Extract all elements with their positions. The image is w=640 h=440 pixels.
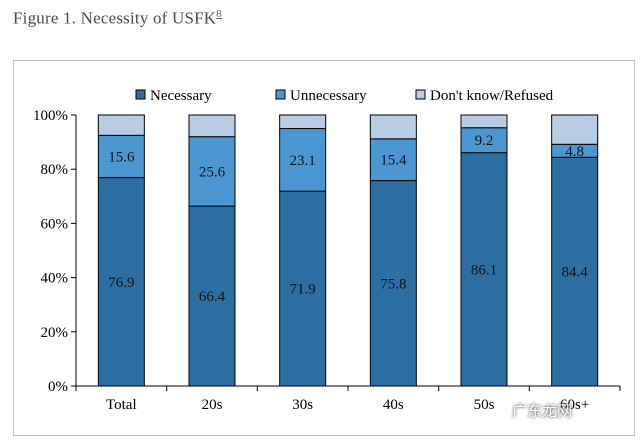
data-label: 25.6: [199, 164, 226, 180]
y-tick-label: 80%: [41, 162, 69, 178]
footnote-link[interactable]: 8: [216, 8, 222, 20]
bar-segment: [369, 114, 417, 140]
x-tick-label: 50s: [474, 397, 495, 413]
legend-swatch: [415, 89, 426, 100]
data-label: 86.1: [471, 262, 497, 278]
legend-swatch: [135, 89, 146, 100]
data-label: 15.6: [108, 149, 135, 165]
y-tick-label: 60%: [41, 216, 69, 232]
data-label: 75.8: [380, 276, 406, 292]
x-tick-label: Total: [106, 397, 137, 413]
bar-segment: [279, 114, 327, 130]
y-tick-label: 0%: [48, 379, 68, 395]
y-tick-label: 100%: [33, 108, 68, 124]
data-label: 23.1: [290, 153, 316, 169]
bar-segment: [188, 136, 236, 207]
legend-label: Unnecessary: [290, 88, 367, 104]
x-tick-label: 60s+: [560, 397, 589, 413]
y-tick-label: 40%: [41, 271, 69, 287]
x-tick-label: 30s: [292, 397, 313, 413]
bar-segment: [97, 177, 145, 387]
bar-segment: [460, 127, 508, 154]
chart-frame: 0% 20% 40% 60% 80% 100% 76.9 15.6 Total 66.4 25.6 2…: [13, 60, 635, 436]
stacked-bar-chart: 0% 20% 40% 60% 80% 100% 76.9 15.6 Total 66.4 25.6 2…: [33, 88, 621, 413]
figure-title-text: Figure 1. Necessity of USFK: [13, 8, 217, 28]
legend-label: Necessary: [150, 88, 212, 104]
data-label: 9.2: [475, 133, 494, 149]
bar-segment: [97, 114, 145, 136]
y-tick-label: 20%: [41, 325, 69, 341]
figure-title: Figure 1. Necessity of USFK8: [13, 8, 222, 29]
bar-segment: [188, 205, 236, 387]
data-label: 4.8: [565, 144, 584, 160]
bar-segment: [97, 134, 145, 179]
legend-label: Don't know/Refused: [430, 88, 554, 104]
bar-segment: [188, 114, 236, 138]
data-label: 76.9: [108, 275, 134, 291]
data-label: 15.4: [380, 153, 407, 169]
bar-segment: [460, 114, 508, 129]
bar-segment: [279, 128, 327, 192]
bar-segment: [551, 114, 599, 145]
x-tick-label: 40s: [383, 397, 404, 413]
data-label: 71.9: [290, 282, 316, 298]
bar-segment: [279, 190, 327, 387]
legend-swatch: [275, 89, 286, 100]
data-label: 84.4: [562, 265, 589, 281]
x-tick-label: 20s: [202, 397, 223, 413]
data-label: 66.4: [199, 289, 226, 305]
watermark: 广东龙网: [512, 402, 573, 420]
